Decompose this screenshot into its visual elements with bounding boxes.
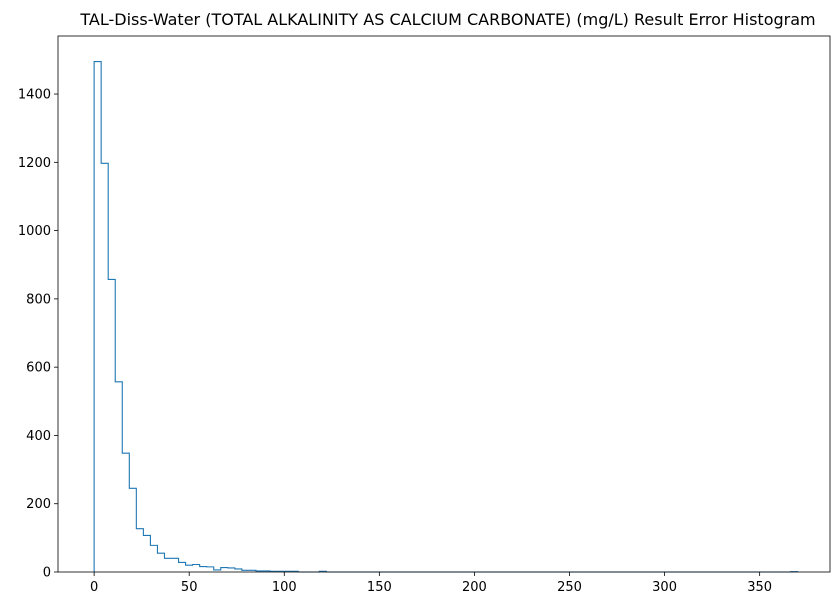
x-tick-label: 350 (747, 580, 772, 595)
x-tick-label: 300 (652, 580, 677, 595)
x-tick-label: 200 (462, 580, 487, 595)
x-tick-label: 250 (557, 580, 582, 595)
x-tick-label: 50 (181, 580, 198, 595)
x-tick-label: 150 (367, 580, 392, 595)
histogram-step-line (93, 61, 799, 573)
y-tick-label: 1400 (18, 88, 51, 103)
y-tick-label: 1200 (18, 156, 51, 171)
y-tick-label: 600 (26, 361, 51, 376)
y-tick-label: 200 (26, 497, 51, 512)
y-axis: 0 200 400 600 800 1000 1200 1400 (18, 88, 58, 581)
y-tick-label: 400 (26, 429, 51, 444)
y-tick-label: 800 (26, 292, 51, 307)
y-tick-label: 1000 (18, 224, 51, 239)
chart-title: TAL-Diss-Water (TOTAL ALKALINITY AS CALC… (79, 10, 815, 29)
x-tick-label: 100 (272, 580, 297, 595)
x-axis: 0 50 100 150 200 250 300 350 (90, 572, 772, 595)
plot-frame (57, 35, 831, 573)
y-tick-label: 0 (43, 566, 51, 581)
x-tick-label: 0 (90, 580, 98, 595)
plot-area (93, 61, 799, 573)
